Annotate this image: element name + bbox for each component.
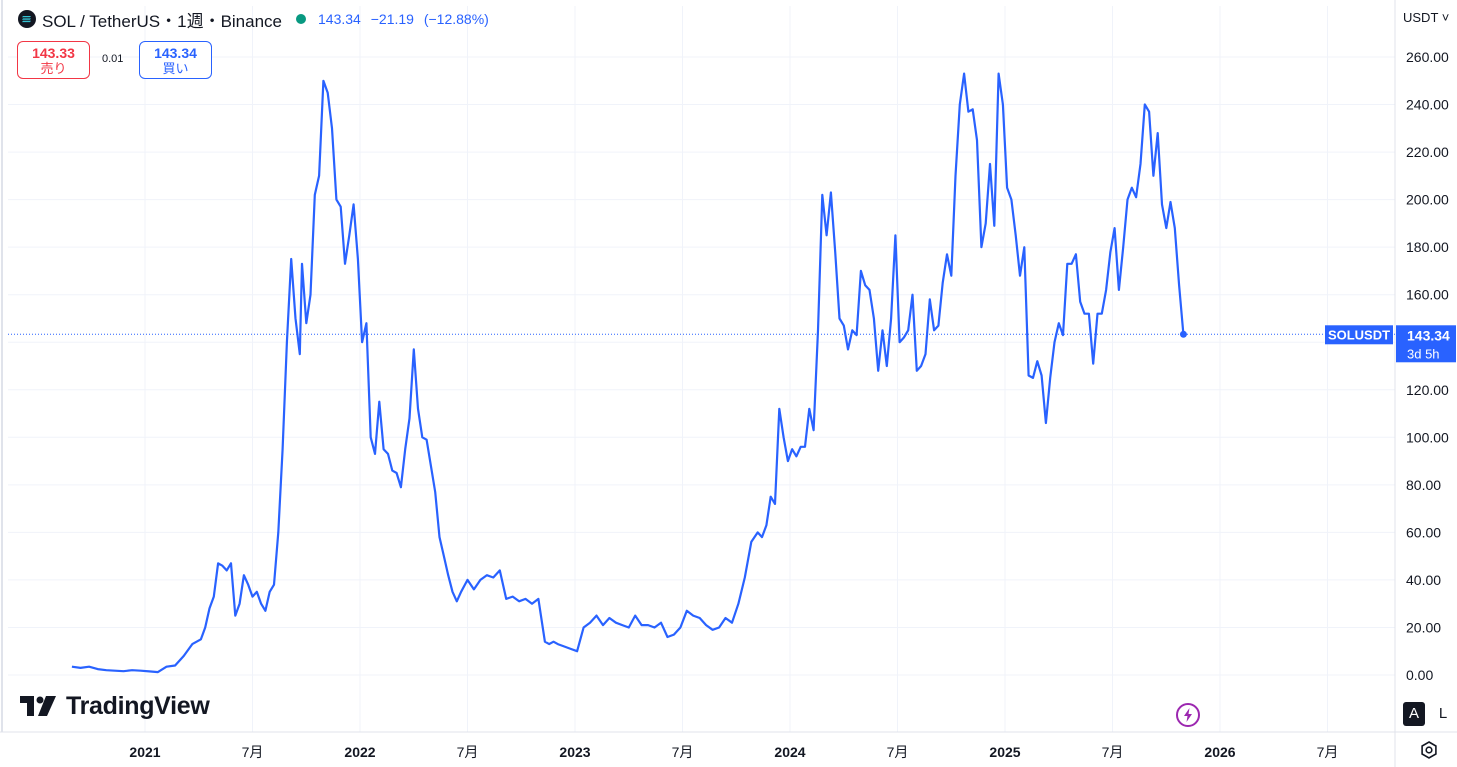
price-series-line bbox=[71, 72, 1185, 674]
market-status-icon[interactable] bbox=[296, 14, 307, 24]
y-tick-label: 160.00 bbox=[1406, 287, 1449, 303]
price-tag-box bbox=[1396, 325, 1456, 363]
y-tick-label: 260.00 bbox=[1406, 49, 1449, 65]
x-tick-label: 2021 bbox=[129, 744, 160, 760]
change-percent: (−12.88%) bbox=[423, 11, 489, 27]
y-tick-label: 0.00 bbox=[1406, 667, 1433, 683]
x-tick-label: 7月 bbox=[887, 744, 909, 760]
x-tick-label: 2025 bbox=[989, 744, 1020, 760]
buy-button[interactable]: 143.34 買い bbox=[139, 41, 212, 79]
grid-lines bbox=[8, 6, 1395, 732]
symbol-tag-label: SOLUSDT bbox=[1328, 327, 1390, 342]
currency-dropdown[interactable]: USDT ˅ bbox=[1403, 10, 1450, 25]
x-tick-label: 2026 bbox=[1204, 744, 1235, 760]
y-tick-label: 80.00 bbox=[1406, 477, 1441, 493]
buy-price: 143.34 bbox=[154, 45, 197, 61]
symbol-title[interactable]: SOL / TetherUS・1週・Binance bbox=[42, 11, 283, 31]
x-tick-label: 2022 bbox=[344, 744, 375, 760]
last-point-marker bbox=[1179, 330, 1187, 338]
x-tick-label: 7月 bbox=[1317, 744, 1339, 760]
price-tag-countdown: 3d 5h bbox=[1407, 346, 1440, 361]
y-tick-label: 20.00 bbox=[1406, 619, 1441, 635]
symbol-tag-box bbox=[1325, 325, 1393, 345]
sell-button[interactable]: 143.33 売り bbox=[17, 41, 90, 79]
price-change-line: 143.34 −21.19 (−12.88%) bbox=[318, 11, 495, 27]
gear-icon[interactable] bbox=[1419, 740, 1439, 760]
x-tick-label: 7月 bbox=[457, 744, 479, 760]
spread-value: 0.01 bbox=[102, 53, 124, 65]
y-tick-label: 40.00 bbox=[1406, 572, 1441, 588]
y-tick-label: 200.00 bbox=[1406, 192, 1449, 208]
log-scale-button[interactable]: L bbox=[1438, 705, 1448, 722]
price-tag-value: 143.34 bbox=[1407, 327, 1450, 343]
x-tick-label: 7月 bbox=[672, 744, 694, 760]
buy-label: 買い bbox=[162, 61, 189, 76]
solana-logo-icon bbox=[18, 10, 36, 28]
price-tag: 143.34 3d 5h SOLUSDT bbox=[1325, 325, 1456, 363]
y-tick-label: 240.00 bbox=[1406, 97, 1449, 113]
y-axis[interactable]: 0.0020.0040.0060.0080.00100.00120.00140.… bbox=[1406, 49, 1449, 683]
x-axis[interactable]: 2021 7月 2022 7月 2023 7月 2024 7月 2025 7月 2026 7月 bbox=[129, 744, 1338, 760]
x-tick-label: 2023 bbox=[559, 744, 590, 760]
series-layer bbox=[71, 72, 1187, 674]
tv-logo-icon bbox=[20, 695, 56, 716]
lightning-icon[interactable] bbox=[1175, 702, 1201, 728]
x-tick-label: 7月 bbox=[242, 744, 264, 760]
auto-scale-button[interactable]: A bbox=[1403, 702, 1425, 726]
change-value: −21.19 bbox=[370, 11, 414, 27]
tradingview-logo[interactable]: TradingView bbox=[20, 692, 210, 721]
y-tick-label: 100.00 bbox=[1406, 429, 1449, 445]
y-tick-label: 220.00 bbox=[1406, 144, 1449, 160]
y-tick-label: 60.00 bbox=[1406, 524, 1441, 540]
sell-price: 143.33 bbox=[32, 45, 75, 61]
y-tick-label: 120.00 bbox=[1406, 382, 1449, 398]
last-price: 143.34 bbox=[318, 11, 361, 27]
x-tick-label: 7月 bbox=[1102, 744, 1124, 760]
sell-label: 売り bbox=[40, 61, 67, 76]
chart-header: SOL / TetherUS・1週・Binance 143.34 −21.19 … bbox=[18, 8, 495, 31]
logo-text: TradingView bbox=[66, 692, 210, 720]
y-tick-label: 180.00 bbox=[1406, 239, 1449, 255]
x-tick-label: 2024 bbox=[774, 744, 805, 760]
